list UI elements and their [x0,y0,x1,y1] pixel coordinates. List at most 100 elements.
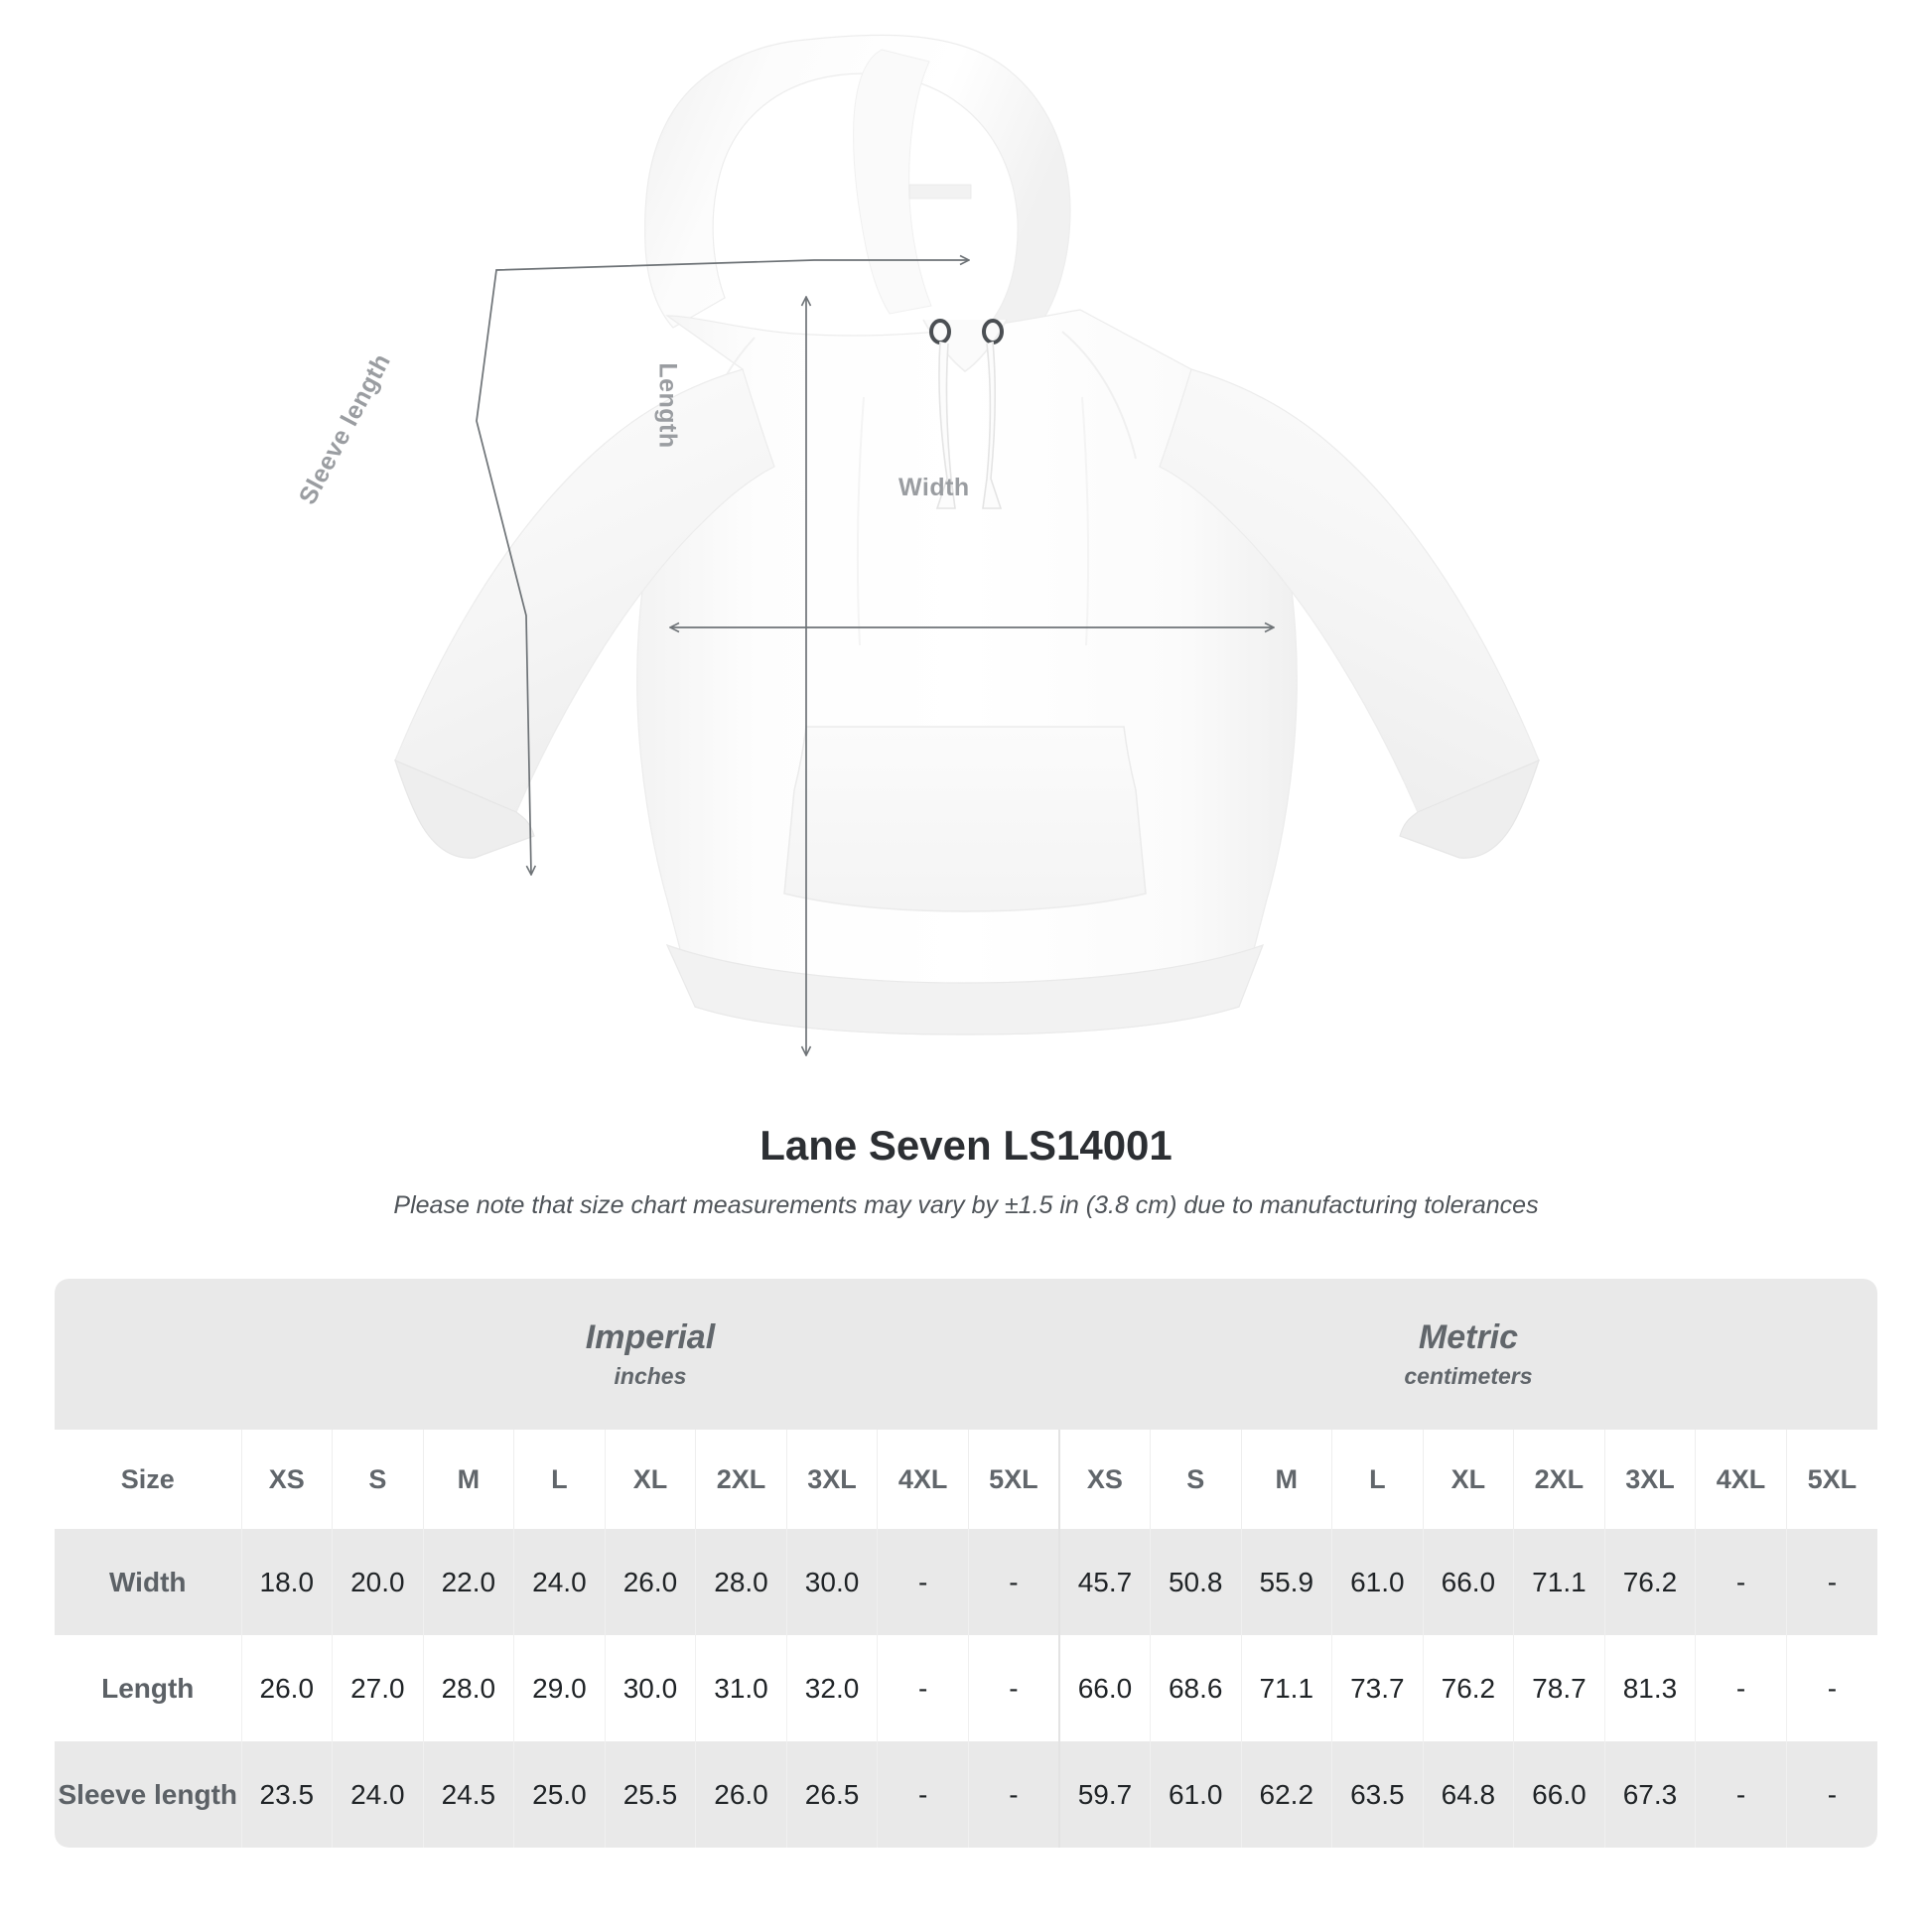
cell-sleeve-imperial-l: 25.0 [513,1741,606,1848]
cell-width-metric-xs: 45.7 [1057,1529,1151,1635]
cell-width-imperial-4xl: - [877,1529,969,1635]
size-header-imperial-2xl: 2XL [695,1430,787,1529]
cell-width-imperial-2xl: 28.0 [695,1529,787,1635]
cell-length-imperial-xl: 30.0 [604,1635,696,1741]
size-header-metric-xl: XL [1422,1430,1514,1529]
cell-sleeve-imperial-xl: 25.5 [604,1741,696,1848]
cell-length-metric-3xl: 81.3 [1603,1635,1696,1741]
cell-width-imperial-3xl: 30.0 [785,1529,878,1635]
cell-width-metric-l: 61.0 [1331,1529,1424,1635]
cell-sleeve-metric-l: 63.5 [1331,1741,1424,1848]
cell-width-metric-4xl: - [1695,1529,1787,1635]
size-header-metric-xs: XS [1057,1430,1151,1529]
hood-crease [908,184,972,200]
cell-sleeve-metric-xl: 64.8 [1422,1741,1514,1848]
size-header-label: Size [55,1430,241,1529]
imperial-unit-name: Imperial [585,1317,716,1356]
row-label-length: Length [55,1635,241,1741]
size-header-imperial-xs: XS [240,1430,333,1529]
size-header-imperial-3xl: 3XL [785,1430,878,1529]
cell-sleeve-imperial-5xl: - [967,1741,1059,1848]
cell-width-imperial-l: 24.0 [513,1529,606,1635]
cell-width-metric-s: 50.8 [1149,1529,1242,1635]
row-label-width: Width [55,1529,241,1635]
cell-sleeve-metric-s: 61.0 [1149,1741,1242,1848]
size-header-row: Size XS S M L XL 2XL 3XL 4XL 5XL XS S M … [55,1430,1877,1529]
cell-sleeve-metric-xs: 59.7 [1057,1741,1151,1848]
cell-length-metric-xl: 76.2 [1422,1635,1514,1741]
cell-sleeve-imperial-xs: 23.5 [240,1741,333,1848]
size-header-imperial-5xl: 5XL [967,1430,1059,1529]
size-header-imperial-m: M [422,1430,514,1529]
cell-width-metric-5xl: - [1785,1529,1877,1635]
cell-length-imperial-xs: 26.0 [240,1635,333,1741]
size-header-metric-4xl: 4XL [1695,1430,1787,1529]
cell-width-imperial-xl: 26.0 [604,1529,696,1635]
tolerance-note: Please note that size chart measurements… [393,1191,1539,1219]
cell-sleeve-imperial-3xl: 26.5 [785,1741,878,1848]
unit-banner-spacer [55,1279,241,1430]
cell-length-metric-s: 68.6 [1149,1635,1242,1741]
table-row-sleeve-length: Sleeve length 23.5 24.0 24.5 25.0 25.5 2… [55,1741,1877,1848]
size-header-metric-m: M [1240,1430,1332,1529]
cell-sleeve-metric-2xl: 66.0 [1513,1741,1605,1848]
hoodie-illustration-svg [394,34,1540,1035]
fold-line-2 [1081,396,1090,646]
size-chart-table-card: Imperial inches Metric centimeters Size … [55,1279,1877,1848]
width-label: Width [898,474,970,501]
row-label-sleeve-length: Sleeve length [55,1741,241,1848]
cell-width-imperial-xs: 18.0 [240,1529,333,1635]
cell-length-imperial-4xl: - [877,1635,969,1741]
cell-length-imperial-3xl: 32.0 [785,1635,878,1741]
imperial-unit-sub: inches [614,1363,687,1390]
cell-sleeve-metric-5xl: - [1785,1741,1877,1848]
size-header-metric-l: L [1331,1430,1424,1529]
size-header-imperial-l: L [513,1430,606,1529]
shoulder-seam-right [1061,331,1137,460]
cell-sleeve-imperial-2xl: 26.0 [695,1741,787,1848]
cell-width-imperial-s: 20.0 [332,1529,424,1635]
cell-length-metric-4xl: - [1695,1635,1787,1741]
unit-banner-row: Imperial inches Metric centimeters [55,1279,1877,1430]
size-header-imperial-xl: XL [604,1430,696,1529]
size-header-metric-2xl: 2XL [1513,1430,1605,1529]
cell-length-imperial-m: 28.0 [422,1635,514,1741]
kangaroo-pocket [783,726,1147,912]
cell-length-metric-l: 73.7 [1331,1635,1424,1741]
sleeve-right [1159,368,1540,813]
size-header-imperial-4xl: 4XL [877,1430,969,1529]
cell-sleeve-metric-4xl: - [1695,1741,1787,1848]
cell-width-metric-2xl: 71.1 [1513,1529,1605,1635]
cell-width-metric-3xl: 76.2 [1603,1529,1696,1635]
metric-unit-header: Metric centimeters [1058,1279,1877,1430]
cell-width-metric-m: 55.9 [1240,1529,1332,1635]
cell-length-imperial-s: 27.0 [332,1635,424,1741]
cell-length-metric-5xl: - [1785,1635,1877,1741]
cell-length-imperial-2xl: 31.0 [695,1635,787,1741]
drawstring-right [982,341,1003,509]
waistband [665,943,1265,1035]
imperial-unit-header: Imperial inches [241,1279,1059,1430]
cell-sleeve-imperial-4xl: - [877,1741,969,1848]
page-title: Lane Seven LS14001 [759,1122,1173,1169]
title-block: Lane Seven LS14001 Please note that size… [0,1122,1932,1220]
cell-length-metric-xs: 66.0 [1057,1635,1151,1741]
size-header-metric-5xl: 5XL [1785,1430,1877,1529]
metric-unit-sub: centimeters [1404,1363,1533,1390]
hood-inner-fold [853,49,932,315]
length-label: Length [653,362,682,449]
cuff-right [1399,759,1540,859]
cell-sleeve-imperial-s: 24.0 [332,1741,424,1848]
cell-sleeve-metric-m: 62.2 [1240,1741,1332,1848]
cell-length-imperial-l: 29.0 [513,1635,606,1741]
cell-length-imperial-5xl: - [967,1635,1059,1741]
size-header-metric-s: S [1149,1430,1242,1529]
cell-sleeve-metric-3xl: 67.3 [1603,1741,1696,1848]
garment-illustration: Sleeve length Length Width [294,34,1540,1102]
cell-length-metric-2xl: 78.7 [1513,1635,1605,1741]
metric-unit-name: Metric [1418,1317,1519,1356]
cell-width-metric-xl: 66.0 [1422,1529,1514,1635]
table-row-width: Width 18.0 20.0 22.0 24.0 26.0 28.0 30.0… [55,1529,1877,1635]
cell-length-metric-m: 71.1 [1240,1635,1332,1741]
